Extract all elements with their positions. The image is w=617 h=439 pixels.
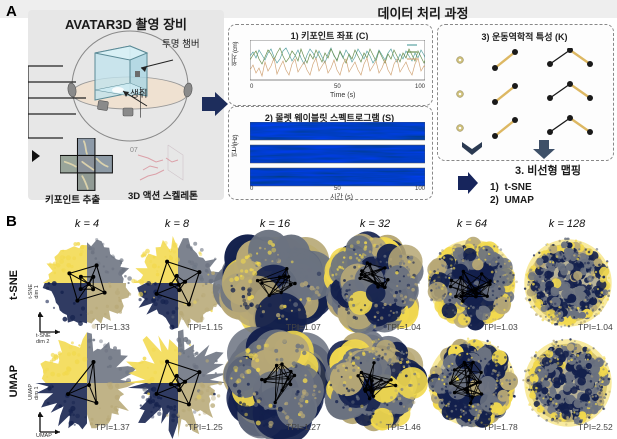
svg-text:50: 50 [334, 84, 341, 88]
svg-text:07: 07 [130, 147, 138, 154]
svg-text:100: 100 [415, 186, 425, 190]
svg-text:0: 0 [250, 84, 254, 88]
svg-text:50: 50 [334, 186, 341, 190]
svg-text:0: 0 [250, 186, 254, 190]
svg-text:100: 100 [415, 84, 425, 88]
